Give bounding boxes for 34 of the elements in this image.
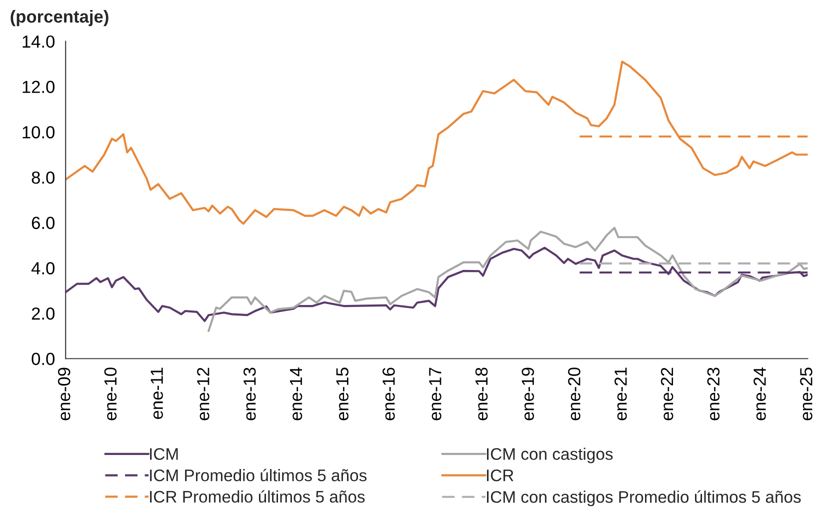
x-tick-label: ene-22 <box>660 368 674 420</box>
x-tick-label: ene-13 <box>243 368 256 420</box>
x-tick-label: ene-19 <box>522 368 534 420</box>
legend-label: ICR Promedio últimos 5 años <box>150 490 365 503</box>
x-tick-label: ene-18 <box>475 368 488 420</box>
y-tick-label: 4.0 <box>31 262 55 274</box>
x-tick-label: ene-20 <box>568 368 580 420</box>
legend-label: ICM con castigos <box>486 448 613 464</box>
line-series <box>66 60 808 225</box>
x-tick-label: ene-12 <box>197 368 210 420</box>
y-tick-label: 12.0 <box>22 80 55 94</box>
legend-label: ICR <box>486 470 514 482</box>
y-tick-label: 8.0 <box>32 171 55 184</box>
x-tick-label: ene-09 <box>58 368 70 420</box>
x-tick-label: ene-21 <box>614 368 627 420</box>
x-tick-label: ene-14 <box>290 367 302 420</box>
x-tick-label: ene-10 <box>104 368 117 420</box>
x-tick-label: ene-15 <box>336 368 348 420</box>
y-tick-label: 14.0 <box>22 35 55 48</box>
x-tick-label: ene-16 <box>382 368 395 420</box>
legend-label: ICM Promedio últimos 5 años <box>150 468 367 482</box>
y-tick-label: 2.0 <box>32 307 55 320</box>
x-tick-label: ene-24 <box>754 367 766 420</box>
line-series <box>208 226 808 332</box>
legend-label: ICM con castigos Promedio últimos 5 años <box>486 490 801 506</box>
x-tick-label: ene-17 <box>429 368 442 420</box>
y-tick-label: 0.0 <box>32 352 55 366</box>
y-tick-label: 6.0 <box>32 216 55 230</box>
x-tick-label: ene-23 <box>707 368 720 420</box>
y-tick-label: 10.0 <box>22 126 55 138</box>
chart-title: (porcentaje) <box>10 10 108 26</box>
x-tick-label: ene-25 <box>800 368 812 420</box>
legend-label: ICM <box>150 448 178 460</box>
x-tick-label: ene-11 <box>150 368 163 419</box>
